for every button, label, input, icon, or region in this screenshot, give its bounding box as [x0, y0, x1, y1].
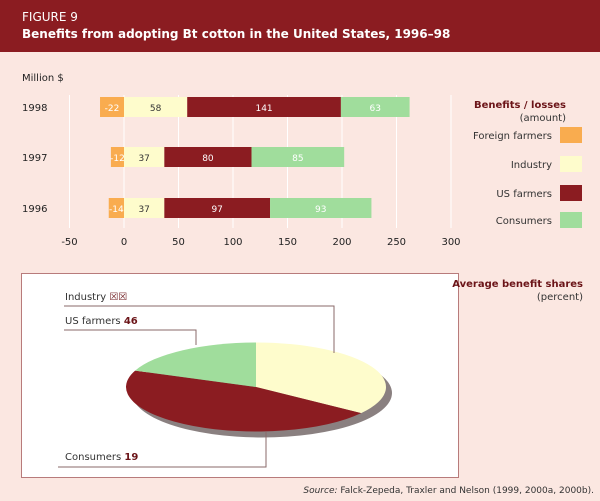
data-label: 97 — [211, 205, 222, 215]
data-label: -12 — [110, 154, 125, 164]
callout-line — [64, 305, 335, 353]
legend-swatch — [560, 185, 582, 201]
pie-label-industry: Industry ☒☒ — [65, 292, 127, 303]
bar-foreign-farmers — [100, 97, 124, 117]
callout-line — [64, 329, 197, 345]
category-label: 1997 — [22, 153, 47, 164]
callout-line — [58, 432, 267, 468]
data-label: 63 — [370, 104, 381, 114]
data-label: -22 — [105, 104, 120, 114]
figure-number: FIGURE 9 — [22, 10, 78, 24]
x-tick-label: -50 — [61, 237, 77, 248]
data-label: 37 — [138, 154, 149, 164]
pie-slice-consumers — [135, 342, 256, 387]
bar-us-farmers — [164, 147, 252, 167]
data-label: 141 — [255, 104, 272, 114]
x-tick-label: 300 — [441, 237, 460, 248]
figure-title: Benefits from adopting Bt cotton in the … — [22, 27, 451, 41]
bar-us-farmers — [187, 97, 341, 117]
x-tick-label: 150 — [278, 237, 297, 248]
x-tick-label: 0 — [121, 237, 127, 248]
category-label: 1996 — [22, 204, 47, 215]
x-tick-label: 250 — [387, 237, 406, 248]
data-label: 58 — [150, 104, 162, 114]
data-label: 93 — [315, 205, 326, 215]
category-label: 1998 — [22, 103, 47, 114]
legend-swatch — [560, 127, 582, 143]
x-tick-label: 200 — [332, 237, 351, 248]
pie-slice-industry — [256, 342, 386, 414]
legend-subtitle: (amount) — [520, 113, 566, 124]
pie-label-name: Consumers — [65, 452, 124, 463]
figure-header: FIGURE 9 Benefits from adopting Bt cotto… — [0, 0, 600, 52]
legend-swatch — [560, 156, 582, 172]
pie-label-value: 46 — [124, 316, 138, 327]
pie-label-us-farmers: US farmers 46 — [65, 316, 138, 327]
source-label: Source: — [303, 486, 338, 496]
bar-industry — [124, 97, 188, 117]
data-label: 80 — [202, 154, 214, 164]
bar-us-farmers — [164, 198, 271, 218]
data-label: 85 — [292, 154, 303, 164]
pie-label-value: ☒☒ — [109, 292, 127, 303]
source-note: Source: Falck-Zepeda, Traxler and Nelson… — [303, 486, 594, 496]
bar-foreign-farmers — [108, 198, 124, 218]
y-axis-label: Million $ — [22, 73, 64, 84]
bar-consumers — [340, 97, 410, 117]
pie-title: Average benefit shares — [452, 279, 583, 290]
legend-label: Foreign farmers — [473, 131, 552, 142]
legend-label: US farmers — [496, 189, 552, 200]
bar-industry — [124, 198, 165, 218]
x-tick-label: 50 — [172, 237, 185, 248]
bar-consumers — [251, 147, 345, 167]
bar-industry — [124, 147, 165, 167]
source-text: Falck-Zepeda, Traxler and Nelson (1999, … — [340, 486, 594, 496]
bar-foreign-farmers — [110, 147, 124, 167]
legend-label: Consumers — [496, 216, 552, 227]
legend-title: Benefits / losses — [474, 100, 566, 111]
bar-consumers — [270, 198, 372, 218]
data-label: 37 — [138, 205, 149, 215]
pie-subtitle: (percent) — [537, 292, 583, 303]
data-label: -14 — [109, 205, 124, 215]
pie-label-value: 19 — [124, 452, 138, 463]
pie-slice-us-farmers — [126, 370, 362, 432]
x-tick-label: 100 — [223, 237, 242, 248]
pie-label-name: Industry — [65, 292, 109, 303]
pie-label-consumers: Consumers 19 — [65, 452, 138, 463]
legend-swatch — [560, 212, 582, 228]
pie-label-name: US farmers — [65, 316, 124, 327]
legend-label: Industry — [511, 160, 552, 171]
